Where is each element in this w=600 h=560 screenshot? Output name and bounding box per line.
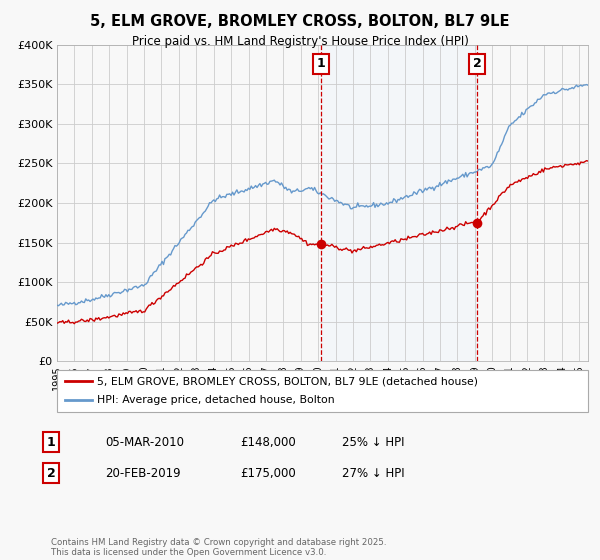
- Text: 5, ELM GROVE, BROMLEY CROSS, BOLTON, BL7 9LE (detached house): 5, ELM GROVE, BROMLEY CROSS, BOLTON, BL7…: [97, 376, 478, 386]
- Text: 25% ↓ HPI: 25% ↓ HPI: [342, 436, 404, 449]
- FancyBboxPatch shape: [57, 370, 588, 412]
- Text: £175,000: £175,000: [240, 466, 296, 480]
- Bar: [321, 45, 477, 361]
- Text: 1: 1: [47, 436, 55, 449]
- Text: 27% ↓ HPI: 27% ↓ HPI: [342, 466, 404, 480]
- Text: Price paid vs. HM Land Registry's House Price Index (HPI): Price paid vs. HM Land Registry's House …: [131, 35, 469, 48]
- Text: Contains HM Land Registry data © Crown copyright and database right 2025.
This d: Contains HM Land Registry data © Crown c…: [51, 538, 386, 557]
- Text: 1: 1: [317, 57, 325, 71]
- Text: £148,000: £148,000: [240, 436, 296, 449]
- Text: HPI: Average price, detached house, Bolton: HPI: Average price, detached house, Bolt…: [97, 395, 334, 405]
- Text: 2: 2: [47, 466, 55, 480]
- Text: 20-FEB-2019: 20-FEB-2019: [105, 466, 181, 480]
- Text: 2: 2: [473, 57, 481, 71]
- Text: 5, ELM GROVE, BROMLEY CROSS, BOLTON, BL7 9LE: 5, ELM GROVE, BROMLEY CROSS, BOLTON, BL7…: [90, 14, 510, 29]
- Text: 05-MAR-2010: 05-MAR-2010: [105, 436, 184, 449]
